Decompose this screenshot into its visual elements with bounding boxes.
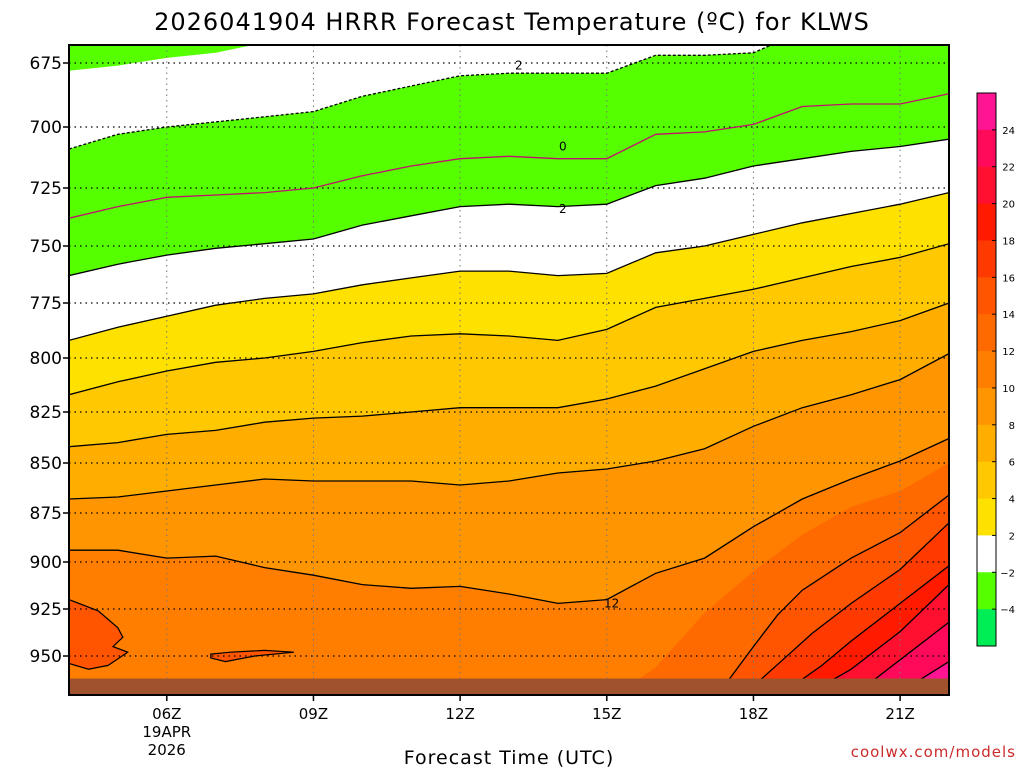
colorbar-swatch (977, 572, 996, 610)
y-tick-label: 725 (30, 179, 62, 199)
isotherm-line (69, 353, 949, 500)
isotherm-line (865, 621, 949, 687)
colorbar-label: −2 (1000, 568, 1015, 579)
y-axis: 675 700 725 750 775 800 825 850 875 900 925 950 (30, 54, 69, 667)
isotherm-line (792, 565, 949, 687)
colorbar-label: −4 (1000, 605, 1015, 616)
colorbar-label: 22 (1002, 163, 1015, 174)
isotherm-line (69, 437, 949, 605)
warm-pocket-fill (69, 599, 128, 670)
y-tick-label: 775 (30, 294, 62, 314)
colorbar-swatch (977, 498, 996, 536)
contour-label: 12 (604, 596, 619, 610)
x-tick-label: 15Z (592, 705, 621, 723)
isotherm-line (69, 191, 949, 342)
ground-layer (69, 678, 949, 695)
colorbar-swatch (977, 609, 996, 647)
colorbar-swatch (977, 387, 996, 426)
colorbar-label: 14 (1002, 310, 1015, 321)
x-tick-label: 21Z (885, 705, 914, 723)
isotherm-line (821, 584, 949, 687)
y-tick-label: 875 (30, 504, 62, 524)
colorbar-label: 12 (1002, 347, 1015, 358)
colorbar-swatch (977, 166, 996, 205)
isotherm-line (69, 93, 949, 219)
colorbar-label: 6 (1009, 458, 1015, 469)
y-tick-label: 925 (30, 600, 62, 620)
plot-frame (68, 44, 950, 696)
contour-label: 0 (559, 140, 567, 154)
x-axis-title: Forecast Time (UTC) (404, 747, 614, 768)
ground-terrain (69, 678, 949, 695)
colorbar-label: 16 (1002, 273, 1015, 284)
colorbar-swatch (977, 461, 996, 500)
y-tick-label: 800 (30, 349, 62, 369)
isotherm-line (210, 649, 294, 663)
contour-label: 2 (559, 202, 567, 216)
colorbar-label: 10 (1002, 384, 1015, 395)
x-tick-label: 18Z (739, 705, 768, 723)
colorbar-label: 8 (1009, 421, 1015, 432)
y-tick-label: 825 (30, 403, 62, 423)
grid-lines (69, 45, 949, 695)
colorbar-label: 18 (1002, 236, 1015, 247)
y-tick-label: 950 (30, 647, 62, 667)
colorbar-label: 20 (1002, 200, 1015, 211)
colorbar-swatch (977, 424, 996, 463)
credit-text: coolwx.com/models (851, 743, 1016, 761)
colorbar-swatch (977, 203, 996, 241)
isotherm-line (69, 45, 773, 150)
isotherm-line (69, 243, 949, 396)
isotherm-line (69, 302, 949, 448)
colorbar-swatch (977, 535, 996, 573)
colorbar: 24 22 20 18 16 14 12 10 8 6 4 2 −2 −4 (976, 92, 1015, 647)
colorbar-swatch (977, 351, 996, 389)
isotherm-line (69, 138, 949, 277)
y-tick-label: 675 (30, 54, 62, 74)
x-year-label: 2026 (148, 741, 186, 759)
chart-title: 2026041904 HRRR Forecast Temperature (ºC… (154, 8, 870, 36)
temperature-fill-layer (69, 45, 949, 695)
isotherm-line (752, 522, 949, 687)
x-tick-label: 06Z (152, 705, 181, 723)
x-tick-label: 09Z (299, 705, 328, 723)
colorbar-label: 2 (1009, 531, 1015, 542)
colorbar-swatch (977, 314, 996, 352)
isotherm-line (723, 494, 949, 687)
contour-label: 2 (515, 59, 523, 73)
colorbar-label: 4 (1009, 495, 1015, 506)
y-tick-label: 900 (30, 553, 62, 573)
y-tick-label: 700 (30, 118, 62, 138)
y-tick-label: 750 (30, 237, 62, 257)
temp-band-fill (69, 45, 253, 71)
colorbar-label: 24 (1002, 126, 1015, 137)
colorbar-swatch (977, 93, 996, 131)
x-date-label: 19APR (142, 723, 191, 741)
y-tick-label: 850 (30, 454, 62, 474)
x-tick-label: 12Z (445, 705, 474, 723)
colorbar-swatch (977, 277, 996, 315)
colorbar-swatch (977, 129, 996, 168)
colorbar-swatch (977, 240, 996, 278)
colorbar-frame (976, 92, 997, 647)
temp-band-fill (69, 463, 949, 695)
isotherm-line (69, 598, 129, 670)
